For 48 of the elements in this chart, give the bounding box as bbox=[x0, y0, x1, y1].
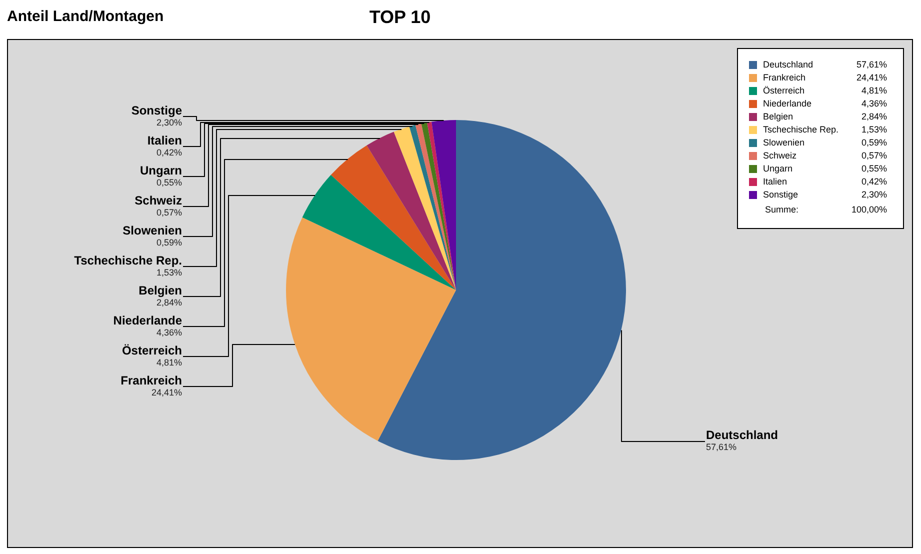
data-label: 2,84% bbox=[156, 297, 182, 308]
slice-label: Frankreich bbox=[120, 373, 182, 388]
text: 0,59% bbox=[861, 137, 887, 148]
legend-label: Slowenien bbox=[763, 137, 805, 148]
text: 0,55% bbox=[861, 163, 887, 174]
data-label: 2,30% bbox=[156, 117, 182, 128]
slice-label: Italien bbox=[147, 133, 182, 148]
legend-label: Deutschland bbox=[763, 59, 814, 70]
text: 57,61% bbox=[856, 59, 887, 70]
slice-label: Sonstige bbox=[131, 103, 182, 118]
data-label: 57,61% bbox=[706, 442, 737, 452]
slice-label: Slowenien bbox=[122, 223, 182, 238]
slice-label: Deutschland bbox=[706, 428, 778, 442]
legend-label: Ungarn bbox=[763, 163, 793, 174]
chart-subtitle: TOP 10 bbox=[369, 6, 431, 27]
data-label: 24,41% bbox=[151, 387, 182, 398]
legend-label: Schweiz bbox=[763, 150, 798, 160]
chart-title: Anteil Land/Montagen bbox=[7, 8, 164, 26]
text: 100,00% bbox=[851, 204, 887, 214]
slice-label: Niederlande bbox=[113, 313, 182, 328]
legend-label: Belgien bbox=[763, 111, 794, 122]
text: 24,41% bbox=[856, 72, 887, 82]
legend-label: Österreich bbox=[763, 85, 805, 96]
text: 2,30% bbox=[861, 189, 887, 200]
data-label: 0,42% bbox=[156, 147, 182, 158]
legend-label: Frankreich bbox=[763, 72, 806, 82]
text: 0,57% bbox=[861, 150, 887, 160]
legend-label: Niederlande bbox=[763, 98, 812, 108]
text: 0,42% bbox=[861, 176, 887, 186]
legend-label: Italien bbox=[763, 176, 788, 186]
text: 2,84% bbox=[861, 111, 887, 122]
text: 4,81% bbox=[861, 85, 887, 96]
data-label: 0,59% bbox=[156, 237, 182, 248]
slice-label: Schweiz bbox=[134, 193, 182, 208]
text: 4,36% bbox=[861, 98, 887, 108]
legend-label: Tschechische Rep. bbox=[763, 124, 839, 134]
slice-label: Österreich bbox=[122, 343, 182, 358]
data-label: 0,57% bbox=[156, 207, 182, 218]
data-label: 0,55% bbox=[156, 177, 182, 188]
data-label: 4,36% bbox=[156, 327, 182, 338]
text: 1,53% bbox=[861, 124, 887, 134]
text: Summe: bbox=[765, 204, 799, 214]
slice-label: Tschechische Rep. bbox=[74, 253, 182, 268]
data-label: 1,53% bbox=[156, 267, 182, 278]
legend-label: Sonstige bbox=[763, 189, 798, 200]
slice-label: Belgien bbox=[138, 283, 182, 298]
data-label: 4,81% bbox=[156, 357, 182, 368]
slice-label: Ungarn bbox=[140, 163, 182, 178]
